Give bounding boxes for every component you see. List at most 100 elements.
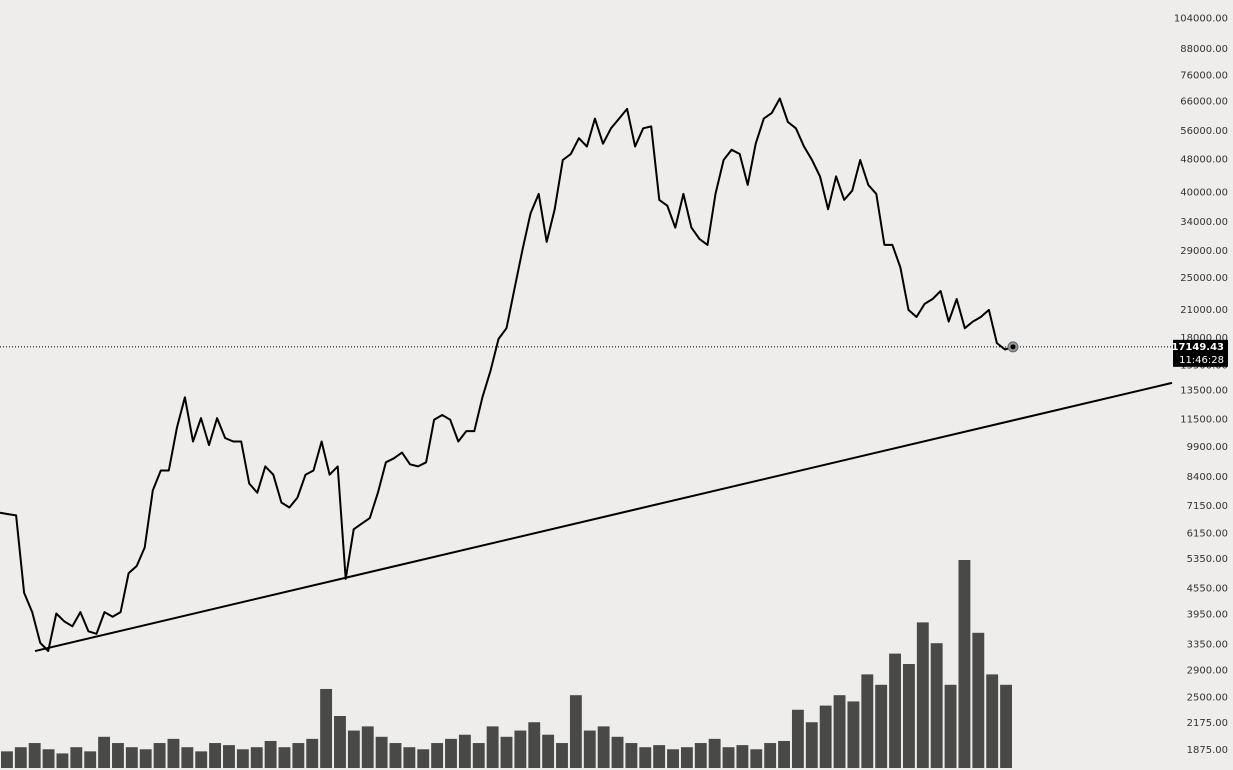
volume-bar — [139, 749, 152, 768]
volume-bar — [736, 745, 749, 768]
volume-bar — [223, 745, 235, 768]
volume-bar — [722, 747, 735, 768]
y-tick-label: 13500.00 — [1180, 385, 1228, 396]
volume-bar — [708, 738, 721, 768]
volume-bar — [458, 734, 471, 768]
volume-bar — [542, 734, 555, 768]
volume-bar — [98, 736, 111, 768]
volume-bar — [375, 736, 388, 768]
volume-bar — [611, 736, 624, 768]
last-price-label: 17149.43 — [1171, 342, 1224, 353]
volume-bar — [667, 749, 679, 768]
volume-bar — [14, 747, 27, 768]
volume-bar — [528, 722, 541, 768]
y-tick-label: 2900.00 — [1187, 666, 1228, 677]
volume-bar — [1000, 684, 1012, 768]
trendline — [34, 381, 1173, 653]
y-tick-label: 34000.00 — [1180, 217, 1228, 228]
volume-bar — [514, 730, 527, 768]
volume-bar — [347, 730, 360, 768]
volume-bar — [389, 743, 402, 768]
volume-bar — [805, 722, 818, 768]
y-tick-label: 66000.00 — [1180, 96, 1228, 107]
volume-bar — [500, 736, 513, 768]
y-tick-label: 6150.00 — [1187, 529, 1228, 540]
volume-bar — [639, 747, 652, 768]
y-tick-label: 25000.00 — [1180, 273, 1228, 284]
y-tick-label: 88000.00 — [1180, 44, 1228, 55]
volume-bar — [958, 560, 971, 768]
volume-bar — [250, 747, 263, 768]
volume-bar — [417, 749, 430, 768]
last-price-dot-core — [1010, 344, 1016, 350]
y-tick-label: 11500.00 — [1180, 415, 1228, 426]
y-tick-label: 56000.00 — [1180, 126, 1228, 137]
y-tick-label: 3950.00 — [1187, 609, 1228, 620]
volume-bar — [403, 747, 416, 768]
volume-bar — [84, 751, 97, 768]
volume-bar — [930, 643, 943, 768]
volume-bar — [889, 653, 901, 768]
y-tick-label: 18000.00 — [1180, 333, 1228, 344]
y-tick-label: 29000.00 — [1180, 246, 1228, 257]
y-tick-label: 1875.00 — [1187, 745, 1228, 756]
volume-bar — [791, 709, 804, 768]
volume-bar — [583, 730, 596, 768]
volume-bar — [292, 743, 305, 768]
volume-bar — [195, 751, 208, 768]
volume-bar — [153, 743, 166, 768]
volume-bar — [334, 716, 346, 768]
volume-bar — [875, 684, 888, 768]
volume-bar — [181, 747, 194, 768]
volume-bar — [902, 664, 915, 768]
volume-bar — [764, 743, 777, 768]
volume-bar — [361, 726, 374, 768]
y-tick-label: 21000.00 — [1180, 305, 1228, 316]
volume-bar — [70, 747, 83, 768]
volume-bar — [278, 747, 291, 768]
volume-bar — [112, 743, 124, 768]
volume-bar — [653, 745, 666, 768]
y-tick-label: 4550.00 — [1187, 584, 1228, 595]
volume-bar — [56, 753, 69, 768]
y-tick-label: 5350.00 — [1187, 554, 1228, 565]
volume-bar — [556, 743, 568, 768]
y-tick-label: 48000.00 — [1180, 154, 1228, 165]
volume-bar — [125, 747, 138, 768]
y-tick-label: 8400.00 — [1187, 472, 1228, 483]
volume-bar — [986, 674, 999, 768]
volume-bar — [1, 751, 13, 768]
countdown-label: 11:46:28 — [1179, 355, 1224, 366]
volume-bar — [472, 743, 485, 768]
volume-bar — [694, 743, 707, 768]
volume-bar — [569, 695, 582, 768]
volume-bar — [320, 688, 333, 768]
y-tick-label: 104000.00 — [1174, 13, 1228, 24]
y-tick-label: 3350.00 — [1187, 639, 1228, 650]
volume-bar — [778, 740, 790, 768]
volume-bar — [306, 738, 319, 768]
volume-bar — [833, 695, 846, 768]
volume-bar — [680, 747, 693, 768]
volume-bar — [972, 632, 985, 768]
volume-bar — [486, 726, 499, 768]
y-tick-label: 9900.00 — [1187, 442, 1228, 453]
volume-bar — [209, 743, 222, 768]
y-tick-label: 40000.00 — [1180, 188, 1228, 199]
y-tick-label: 7150.00 — [1187, 501, 1228, 512]
y-tick-label: 76000.00 — [1180, 71, 1228, 82]
volume-bar — [916, 622, 929, 768]
volume-bar — [944, 684, 957, 768]
volume-bar — [625, 743, 638, 768]
volume-bar — [597, 726, 610, 768]
volume-bar — [264, 740, 277, 768]
y-tick-label: 2175.00 — [1187, 718, 1228, 729]
volume-bar — [236, 749, 249, 768]
price-line — [0, 97, 1014, 652]
y-tick-label: 2500.00 — [1187, 693, 1228, 704]
volume-bar — [431, 743, 444, 768]
volume-bar — [445, 738, 457, 768]
last-price-box — [1173, 339, 1228, 367]
volume-bar — [847, 701, 860, 768]
